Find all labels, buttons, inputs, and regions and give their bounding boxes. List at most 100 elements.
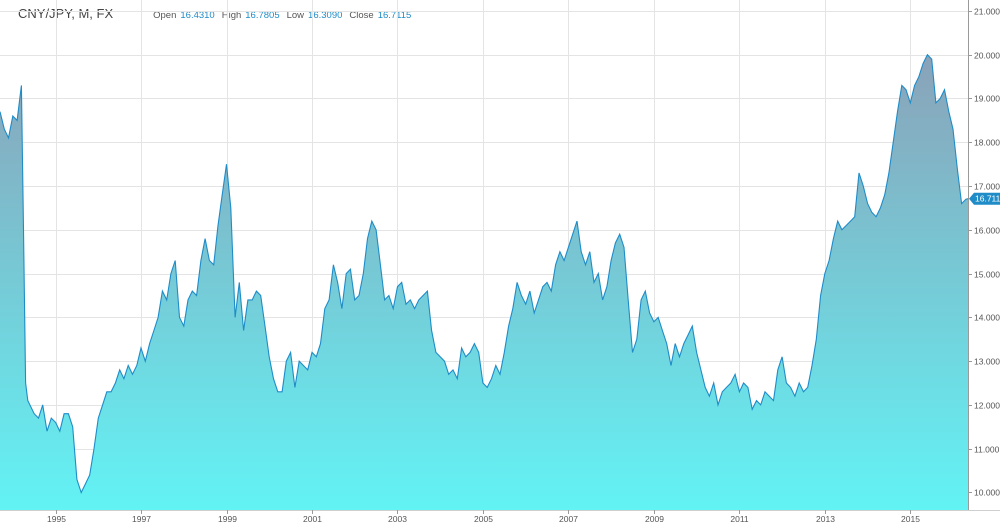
data-point	[208, 259, 210, 261]
x-tick-label: 1999	[218, 514, 237, 524]
data-point	[828, 259, 830, 261]
x-axis: 1995 1997 1999 2001 2003 2005 2007 2009 2011 2013…	[47, 510, 920, 524]
low-value: 16.3090	[308, 10, 343, 21]
data-point	[22, 229, 24, 231]
data-point	[721, 391, 723, 393]
data-point	[879, 207, 881, 209]
y-tick-label: 17.000	[974, 182, 1000, 192]
data-point	[794, 395, 796, 397]
data-point	[841, 229, 843, 231]
data-point	[666, 342, 668, 344]
data-point	[307, 369, 309, 371]
y-tick-label: 11.000	[974, 445, 1000, 455]
data-point	[33, 413, 35, 415]
y-tick-label: 16.000	[974, 226, 1000, 236]
data-point	[80, 491, 82, 493]
data-point	[495, 364, 497, 366]
data-point	[178, 316, 180, 318]
data-point	[268, 356, 270, 358]
last-price-badge: 16.711	[969, 192, 1000, 205]
data-point	[789, 386, 791, 388]
data-point	[336, 281, 338, 283]
data-point	[93, 448, 95, 450]
data-point	[678, 356, 680, 358]
data-point	[315, 356, 317, 358]
data-point	[0, 110, 1, 112]
data-point	[584, 264, 586, 266]
y-tick-label: 12.000	[974, 401, 1000, 411]
data-point	[127, 364, 129, 366]
data-point	[738, 391, 740, 393]
data-point	[909, 102, 911, 104]
data-point	[430, 329, 432, 331]
data-point	[465, 356, 467, 358]
data-point	[16, 119, 18, 121]
data-point	[153, 329, 155, 331]
data-point	[63, 413, 65, 415]
data-point	[760, 404, 762, 406]
data-point	[601, 299, 603, 301]
data-point	[289, 351, 291, 353]
data-point	[166, 299, 168, 301]
price-line	[0, 53, 969, 494]
data-point	[777, 369, 779, 371]
data-point	[84, 483, 86, 485]
data-point	[606, 286, 608, 288]
data-point	[755, 399, 757, 401]
y-tick-label: 19.000	[974, 94, 1000, 104]
data-point	[42, 404, 44, 406]
data-point	[24, 382, 26, 384]
low-label: Low	[286, 10, 305, 21]
data-point	[674, 342, 676, 344]
data-point	[221, 194, 223, 196]
data-point	[392, 307, 394, 309]
data-point	[888, 172, 890, 174]
data-point	[580, 251, 582, 253]
data-point	[281, 391, 283, 393]
data-point	[255, 290, 257, 292]
data-point	[264, 325, 266, 327]
data-point	[349, 268, 351, 270]
data-point	[482, 382, 484, 384]
last-price-label: 16.711	[975, 194, 1000, 204]
data-point	[101, 404, 103, 406]
data-point	[802, 391, 804, 393]
data-point	[183, 325, 185, 327]
data-point	[144, 360, 146, 362]
data-point	[640, 299, 642, 301]
data-point	[490, 378, 492, 380]
data-point	[20, 84, 22, 86]
high-value: 16.7805	[245, 10, 280, 21]
y-tick-label: 15.000	[974, 270, 1000, 280]
data-point	[717, 404, 719, 406]
data-point	[657, 316, 659, 318]
data-point	[123, 378, 125, 380]
data-point	[948, 110, 950, 112]
x-tick-label: 1995	[47, 514, 66, 524]
data-point	[772, 399, 774, 401]
y-tick-label: 14.000	[974, 313, 1000, 323]
data-point	[443, 360, 445, 362]
data-point	[345, 272, 347, 274]
data-point	[550, 290, 552, 292]
data-point	[567, 246, 569, 248]
data-point	[943, 89, 945, 91]
data-point	[187, 299, 189, 301]
close-label: Close	[349, 10, 374, 21]
data-point	[247, 299, 249, 301]
data-point	[140, 347, 142, 349]
data-point	[845, 224, 847, 226]
data-point	[59, 430, 61, 432]
data-point	[623, 246, 625, 248]
data-point	[837, 220, 839, 222]
data-point	[174, 259, 176, 261]
data-point	[922, 62, 924, 64]
x-tick-label: 2011	[730, 514, 749, 524]
data-point	[319, 342, 321, 344]
x-tick-label: 2009	[645, 514, 664, 524]
data-point	[148, 342, 150, 344]
high-label: High	[221, 10, 242, 21]
data-point	[849, 220, 851, 222]
data-point	[456, 378, 458, 380]
